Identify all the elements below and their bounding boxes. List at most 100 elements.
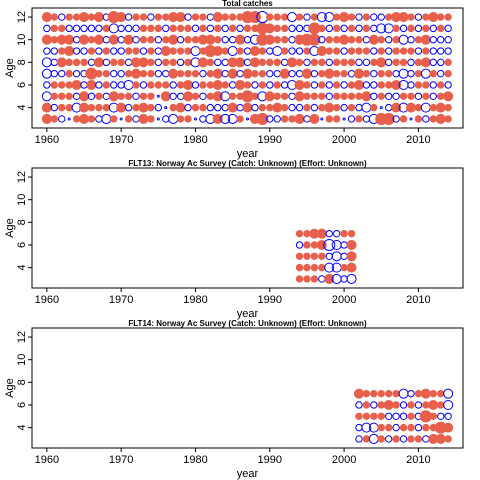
residual-bubble bbox=[41, 57, 52, 68]
residual-bubble bbox=[444, 115, 452, 123]
residual-bubble bbox=[50, 13, 58, 21]
residual-bubble bbox=[65, 13, 73, 21]
residual-bubble bbox=[206, 58, 215, 67]
residual-bubble bbox=[147, 81, 155, 89]
residual-bubble bbox=[206, 92, 215, 101]
residual-bubble bbox=[303, 241, 311, 249]
residual-bubble bbox=[43, 81, 51, 89]
residual-bubble bbox=[251, 69, 259, 78]
y-tick-label: 8 bbox=[16, 59, 28, 65]
residual-bubble bbox=[414, 69, 423, 78]
residual-bubble bbox=[392, 92, 400, 101]
residual-bubble bbox=[420, 57, 431, 68]
y-tick-label: 12 bbox=[16, 171, 28, 183]
residual-bubble bbox=[414, 389, 423, 398]
residual-bubble bbox=[324, 102, 335, 113]
residual-bubble bbox=[160, 91, 171, 102]
residual-bubble bbox=[108, 91, 119, 102]
residual-bubble bbox=[249, 57, 260, 68]
residual-bubble bbox=[221, 13, 229, 21]
residual-bubble bbox=[429, 412, 437, 421]
residual-bubble bbox=[71, 79, 82, 91]
x-axis-label: year bbox=[237, 468, 259, 480]
residual-bubble bbox=[102, 47, 111, 55]
residual-bubble bbox=[355, 412, 363, 421]
residual-bubble bbox=[362, 35, 371, 44]
residual-bubble bbox=[362, 115, 371, 123]
x-tick-label: 2000 bbox=[332, 294, 356, 306]
residual-bubble bbox=[398, 388, 409, 399]
residual-bubble bbox=[340, 47, 348, 55]
residual-bubble bbox=[132, 24, 140, 33]
residual-bubble bbox=[191, 81, 200, 89]
residual-bubble bbox=[384, 47, 393, 55]
residual-bubble bbox=[370, 103, 378, 112]
residual-bubble bbox=[251, 103, 259, 112]
residual-bubble bbox=[310, 81, 319, 89]
residual-bubble bbox=[332, 92, 341, 101]
residual-bubble bbox=[429, 24, 437, 33]
residual-bubble bbox=[78, 34, 90, 45]
residual-bubble bbox=[78, 113, 90, 124]
residual-bubble bbox=[435, 102, 446, 113]
residual-bubble bbox=[325, 35, 333, 44]
residual-bubble bbox=[355, 401, 363, 409]
residual-bubble bbox=[362, 435, 371, 443]
residual-bubble bbox=[273, 13, 281, 21]
residual-bubble bbox=[407, 435, 415, 443]
residual-bubble bbox=[123, 79, 134, 91]
residual-bubble bbox=[95, 81, 103, 89]
residual-bubble bbox=[443, 91, 454, 102]
residual-bubble bbox=[384, 58, 393, 67]
residual-bubble bbox=[175, 12, 186, 23]
y-tick-label: 6 bbox=[16, 402, 28, 408]
residual-bubble bbox=[420, 34, 431, 45]
residual-bubble bbox=[422, 92, 430, 101]
residual-bubble bbox=[332, 47, 341, 55]
residual-bubble bbox=[414, 103, 423, 112]
residual-bubble bbox=[407, 47, 415, 55]
residual-bubble bbox=[444, 81, 452, 89]
residual-bubble bbox=[407, 412, 415, 421]
residual-bubble bbox=[227, 102, 238, 113]
residual-bubble bbox=[295, 229, 304, 238]
residual-bubble bbox=[392, 58, 400, 67]
x-tick-label: 2010 bbox=[406, 134, 430, 146]
residual-bubble bbox=[361, 91, 372, 102]
residual-bubble bbox=[93, 12, 104, 23]
residual-bubble bbox=[95, 115, 103, 123]
residual-bubble bbox=[324, 273, 335, 284]
residual-bubble bbox=[58, 115, 66, 123]
residual-bubble bbox=[353, 68, 364, 79]
residual-bubble bbox=[214, 103, 222, 112]
residual-bubble bbox=[87, 115, 96, 123]
residual-bubble bbox=[235, 34, 246, 45]
residual-bubble bbox=[384, 103, 393, 112]
panel-title: FLT13: Norway Ac Survey (Catch: Unknown)… bbox=[128, 159, 367, 168]
residual-bubble bbox=[303, 275, 311, 283]
residual-bubble bbox=[435, 433, 446, 444]
residual-bubble bbox=[246, 117, 249, 121]
residual-bubble bbox=[41, 68, 52, 79]
residual-bubble bbox=[294, 91, 305, 102]
residual-bubble bbox=[310, 13, 319, 21]
x-tick-label: 1980 bbox=[183, 454, 207, 466]
residual-bubble bbox=[162, 115, 170, 123]
y-tick-label: 8 bbox=[16, 379, 28, 385]
residual-bubble bbox=[435, 113, 446, 124]
residual-bubble bbox=[318, 92, 326, 101]
residual-bubble bbox=[391, 79, 402, 91]
residual-bubble bbox=[414, 92, 423, 101]
residual-bubble bbox=[361, 102, 372, 113]
residual-bubble bbox=[340, 263, 348, 272]
residual-bubble bbox=[340, 92, 348, 101]
residual-bubble bbox=[199, 92, 207, 101]
residual-bubble bbox=[353, 388, 364, 399]
residual-bubble bbox=[65, 69, 73, 78]
residual-bubble bbox=[301, 68, 312, 79]
residual-bubble bbox=[258, 81, 267, 89]
x-tick-label: 2010 bbox=[406, 454, 430, 466]
residual-bubble bbox=[347, 13, 356, 21]
residual-bubble bbox=[332, 58, 341, 67]
residual-bubble bbox=[102, 69, 111, 78]
